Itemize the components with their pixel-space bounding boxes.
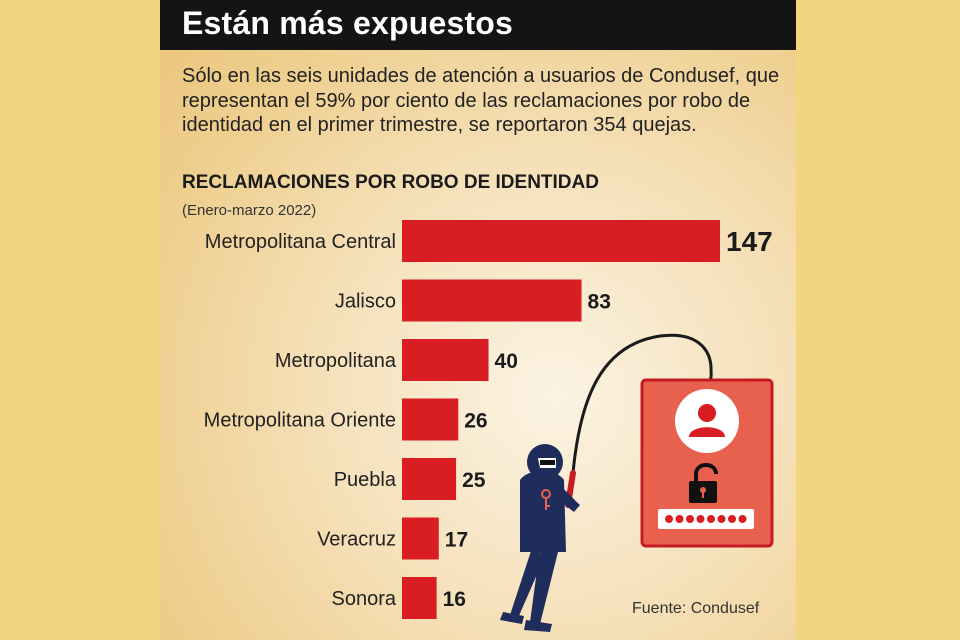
bar-6 [402,577,437,619]
bar-4 [402,458,457,500]
chart-subtitle: (Enero-marzo 2022) [182,202,317,219]
category-label: Metropolitana [275,350,397,372]
header-bar: Están más expuestos [160,0,796,50]
password-dot [686,515,694,523]
bar-2 [402,339,489,381]
source-note: Fuente: Condusef [632,600,760,617]
password-dot [738,515,747,523]
password-dot [696,515,705,523]
illustration [500,333,774,632]
unlocked-padlock-icon [689,463,718,503]
password-dot [707,515,715,523]
password-dot [728,515,736,523]
bar-chart: Metropolitana Central 147 Jalisco 83 Metropo… [204,220,773,619]
page-title: Están más expuestos [182,5,514,41]
chart-title: RECLAMACIONES POR ROBO DE IDENTIDAD [182,172,599,193]
bar-5 [402,517,439,560]
password-dot [665,515,673,523]
category-label: Puebla [334,469,397,491]
category-label: Metropolitana Central [205,231,396,253]
hacker-fishing-icon [500,444,580,632]
profile-card-icon [640,378,774,548]
password-dots [665,515,747,523]
intro-text: Sólo en las seis unidades de atención a … [182,65,780,136]
value-label: 83 [588,291,611,314]
bar-1 [402,279,582,322]
value-label: 25 [462,469,486,492]
bar-0 [402,220,720,262]
category-label: Metropolitana Oriente [204,410,396,432]
value-label: 26 [464,410,487,433]
password-dot [717,515,726,523]
value-label: 147 [726,226,773,257]
value-label: 17 [445,529,468,552]
category-label: Sonora [332,588,397,610]
infographic-panel: Están más expuestos Sólo en las seis uni… [160,0,796,640]
value-label: 40 [495,350,518,373]
bar-3 [402,398,459,441]
category-label: Jalisco [335,291,396,313]
category-label: Veracruz [317,529,396,551]
password-field [658,509,754,529]
value-label: 16 [443,588,466,611]
password-dot [675,515,684,523]
